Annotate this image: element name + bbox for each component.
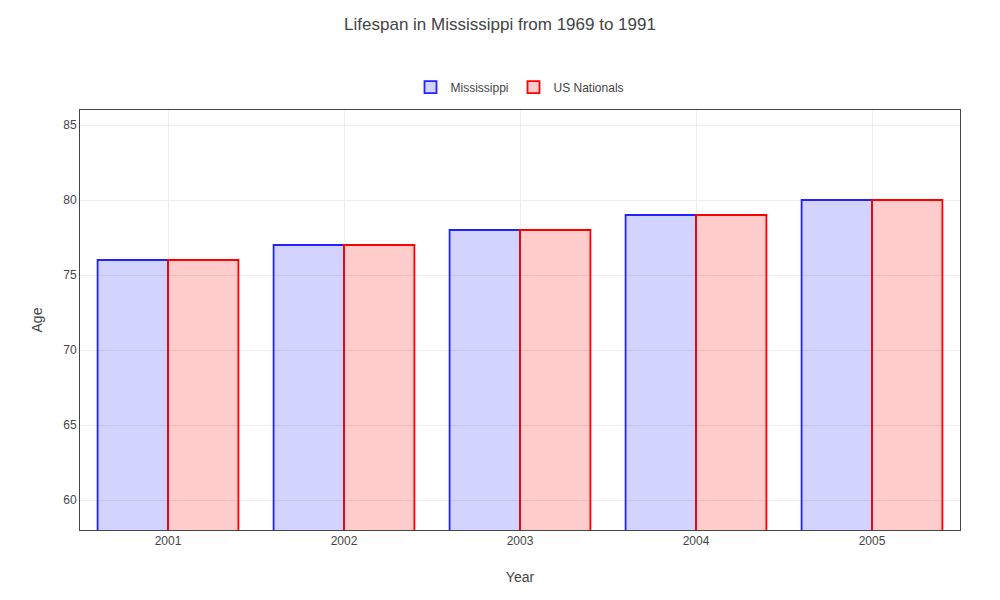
- svg-text:2001: 2001: [155, 534, 182, 548]
- svg-text:Age: Age: [29, 307, 45, 332]
- svg-text:2005: 2005: [859, 534, 886, 548]
- svg-text:2002: 2002: [331, 534, 358, 548]
- svg-text:2004: 2004: [683, 534, 710, 548]
- svg-text:Lifespan in Mississippi from 1: Lifespan in Mississippi from 1969 to 199…: [344, 15, 656, 34]
- svg-text:Year: Year: [506, 569, 535, 585]
- svg-text:US Nationals: US Nationals: [554, 81, 624, 95]
- svg-text:Mississippi: Mississippi: [451, 81, 509, 95]
- svg-text:75: 75: [63, 268, 77, 282]
- svg-text:65: 65: [63, 418, 77, 432]
- svg-text:80: 80: [63, 193, 77, 207]
- svg-text:70: 70: [63, 343, 77, 357]
- svg-text:60: 60: [63, 493, 77, 507]
- svg-text:85: 85: [63, 118, 77, 132]
- svg-text:2003: 2003: [507, 534, 534, 548]
